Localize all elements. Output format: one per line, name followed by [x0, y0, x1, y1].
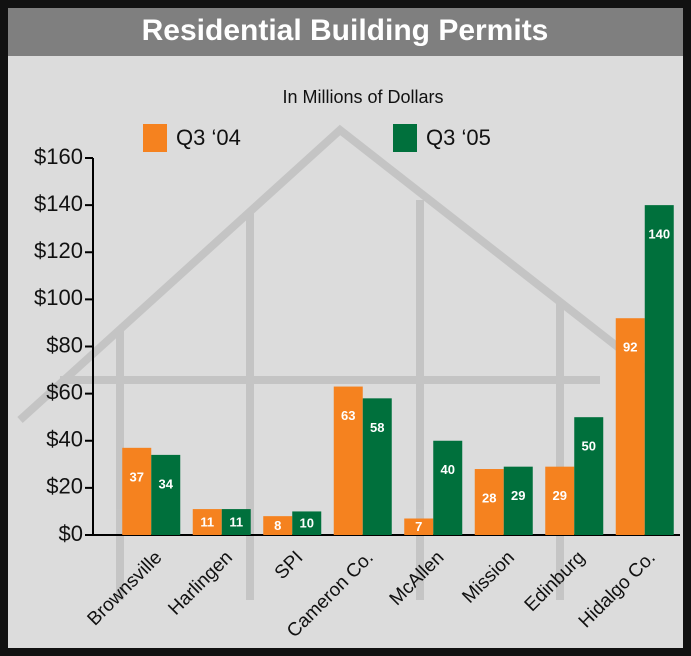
- chart: Residential Building Permits In Millions…: [0, 0, 691, 656]
- value-label: 140: [648, 227, 670, 242]
- value-label: 37: [130, 469, 144, 484]
- y-tick-label: $0: [59, 521, 83, 546]
- legend-swatch: [393, 124, 417, 152]
- value-label: 50: [582, 439, 596, 454]
- legend-label: Q3 ‘04: [176, 125, 241, 150]
- y-tick-label: $20: [46, 474, 83, 499]
- y-tick-label: $60: [46, 379, 83, 404]
- value-label: 10: [300, 516, 314, 531]
- bar: [433, 441, 462, 535]
- bar: [645, 205, 674, 535]
- value-label: 7: [415, 519, 422, 534]
- value-label: 34: [159, 476, 174, 491]
- value-label: 58: [370, 420, 384, 435]
- legend-swatch: [143, 124, 167, 152]
- value-label: 11: [200, 514, 214, 529]
- value-label: 40: [441, 462, 455, 477]
- value-label: 11: [229, 514, 243, 529]
- value-label: 29: [511, 488, 525, 503]
- chart-title: Residential Building Permits: [142, 14, 549, 47]
- y-tick-label: $40: [46, 427, 83, 452]
- legend-label: Q3 ‘05: [426, 125, 491, 150]
- y-tick-label: $100: [34, 285, 83, 310]
- value-label: 8: [274, 518, 281, 533]
- value-label: 63: [341, 408, 355, 423]
- bar: [122, 448, 151, 535]
- value-label: 28: [482, 490, 496, 505]
- bar: [151, 455, 180, 535]
- value-label: 29: [553, 488, 567, 503]
- value-label: 92: [623, 340, 637, 355]
- y-tick-label: $140: [34, 191, 83, 216]
- chart-subtitle: In Millions of Dollars: [282, 87, 443, 107]
- y-tick-label: $160: [34, 144, 83, 169]
- bar: [574, 417, 603, 535]
- y-tick-label: $120: [34, 238, 83, 263]
- y-tick-label: $80: [46, 332, 83, 357]
